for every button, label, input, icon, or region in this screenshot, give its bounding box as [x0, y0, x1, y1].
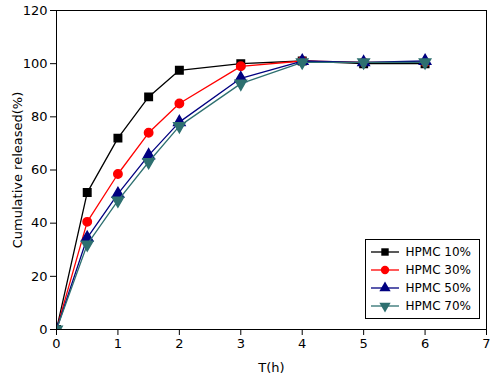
- svg-text:4: 4: [298, 336, 306, 351]
- svg-text:3: 3: [237, 336, 245, 351]
- svg-text:6: 6: [421, 336, 429, 351]
- svg-text:Cumulative released(%): Cumulative released(%): [10, 92, 25, 248]
- html-text:HPMC 10%: HPMC 10%: [405, 245, 471, 259]
- svg-text:20: 20: [31, 268, 48, 283]
- svg-text:5: 5: [360, 336, 368, 351]
- svg-text:1: 1: [114, 336, 122, 351]
- svg-text:60: 60: [31, 162, 48, 177]
- svg-text:100: 100: [23, 56, 48, 71]
- svg-text:7: 7: [482, 336, 490, 351]
- svg-text:80: 80: [31, 109, 48, 124]
- html-text:HPMC 70%: HPMC 70%: [405, 299, 471, 313]
- svg-text:120: 120: [23, 3, 48, 18]
- html-text:HPMC 30%: HPMC 30%: [405, 263, 471, 277]
- svg-text:0: 0: [39, 322, 47, 337]
- svg-text:0: 0: [52, 336, 60, 351]
- svg-text:2: 2: [175, 336, 183, 351]
- html-text:HPMC 50%: HPMC 50%: [405, 281, 471, 295]
- svg-text:T(h): T(h): [257, 360, 284, 375]
- svg-text:40: 40: [31, 215, 48, 230]
